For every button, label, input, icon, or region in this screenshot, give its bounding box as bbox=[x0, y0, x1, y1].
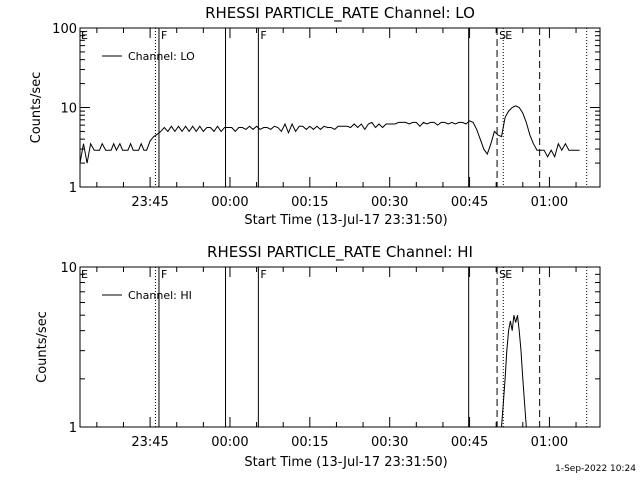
event-marker-label: F bbox=[260, 268, 266, 281]
legend-label: Channel: LO bbox=[128, 50, 195, 63]
y-axis-label: Counts/sec bbox=[29, 72, 44, 144]
event-marker-label: S bbox=[499, 268, 506, 281]
x-tick-label: 00:30 bbox=[371, 195, 408, 210]
y-tick-label: 1 bbox=[69, 421, 77, 436]
x-tick-label: 00:00 bbox=[211, 435, 248, 450]
event-marker-label: F bbox=[161, 29, 167, 42]
event-marker-label: E bbox=[505, 268, 512, 281]
chart-panel-1: RHESSI PARTICLE_RATE Channel: LO Counts/s… bbox=[29, 4, 601, 228]
x-tick-label: 00:45 bbox=[451, 195, 488, 210]
series-line bbox=[501, 315, 527, 428]
x-tick-label: 01:00 bbox=[531, 195, 568, 210]
series-line bbox=[79, 105, 580, 164]
legend-label: Channel: HI bbox=[128, 289, 192, 302]
event-marker-label: E bbox=[505, 29, 512, 42]
chart-title: RHESSI PARTICLE_RATE Channel: HI bbox=[207, 243, 473, 262]
event-marker-label: E bbox=[81, 29, 88, 42]
x-tick-label: 00:30 bbox=[371, 435, 408, 450]
date-stamp: 1-Sep-2022 10:24 bbox=[555, 464, 636, 474]
event-marker-label: E bbox=[81, 268, 88, 281]
event-marker-label: F bbox=[260, 29, 266, 42]
y-tick-label: 100 bbox=[52, 22, 77, 37]
x-tick-label: 23:45 bbox=[131, 435, 168, 450]
y-axis-label: Counts/sec bbox=[35, 311, 50, 383]
chart-title: RHESSI PARTICLE_RATE Channel: LO bbox=[205, 4, 475, 23]
x-tick-label: 00:15 bbox=[291, 435, 328, 450]
y-tick-label: 1 bbox=[69, 181, 77, 196]
x-tick-label: 00:00 bbox=[211, 195, 248, 210]
x-axis-label: Start Time (13-Jul-17 23:31:50) bbox=[244, 213, 447, 228]
y-tick-label: 10 bbox=[60, 261, 77, 276]
x-tick-label: 00:15 bbox=[291, 195, 328, 210]
chart-panel-2: RHESSI PARTICLE_RATE Channel: HI Counts/s… bbox=[35, 243, 601, 470]
x-tick-label: 23:45 bbox=[131, 195, 168, 210]
x-axis-label: Start Time (13-Jul-17 23:31:50) bbox=[244, 455, 447, 470]
event-marker-label: F bbox=[161, 268, 167, 281]
y-tick-label: 10 bbox=[60, 102, 77, 117]
x-tick-label: 01:00 bbox=[531, 435, 568, 450]
event-marker-label: S bbox=[499, 29, 506, 42]
x-tick-label: 00:45 bbox=[451, 435, 488, 450]
plot-frame bbox=[79, 266, 601, 428]
